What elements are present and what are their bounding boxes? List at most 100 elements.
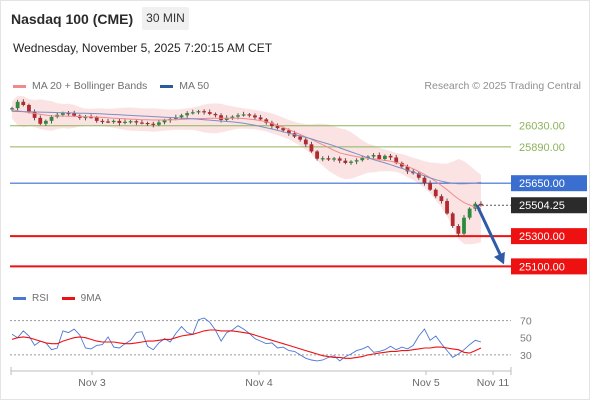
target-badge-25300-00 — [511, 228, 587, 245]
candle-body — [428, 183, 432, 190]
candle-body — [332, 158, 336, 160]
candle-body — [422, 177, 427, 184]
candle-body — [49, 116, 54, 121]
legend-swatch-ma20 — [13, 84, 26, 88]
candle-body — [157, 122, 161, 125]
ma50-line — [11, 110, 482, 185]
candle-body — [377, 155, 382, 159]
candle-body — [275, 126, 280, 129]
level-label-25100-00: 25100.00 — [519, 261, 565, 273]
candle-body — [383, 155, 387, 159]
level-label-25504-25: 25504.25 — [519, 200, 565, 212]
legend-item-ma20: MA 20 + Bollinger Bands — [13, 80, 147, 92]
candle-body — [303, 139, 308, 145]
candle-body — [162, 120, 167, 123]
candle-body — [462, 217, 466, 234]
bollinger-band — [12, 96, 481, 245]
level-label-26030-00: 26030.00 — [519, 121, 565, 133]
rsi-legend-label: RSI — [32, 293, 49, 304]
candle-body — [128, 121, 133, 123]
candle-body — [264, 119, 269, 123]
candle-body — [456, 226, 461, 234]
main-legend: MA 20 + Bollinger Bands MA 50 — [13, 80, 222, 92]
research-credit: Research © 2025 Trading Central — [424, 80, 581, 92]
candlesticks — [10, 99, 483, 237]
candle-body — [151, 123, 156, 125]
rsi-tick-50: 50 — [520, 333, 532, 345]
candle-body — [145, 122, 150, 125]
legend-swatch-ma50 — [160, 84, 174, 88]
candle-body — [349, 161, 353, 163]
candle-body — [10, 108, 14, 110]
legend-label-ma20: MA 20 + Bollinger Bands — [32, 80, 148, 92]
candle-body — [337, 158, 342, 161]
candle-body — [236, 115, 240, 117]
candle-body — [479, 203, 483, 206]
candle-body — [286, 130, 291, 134]
candle-body — [281, 128, 286, 131]
instrument-title: Nasdaq 100 (CME) — [11, 11, 134, 27]
candle-body — [219, 115, 223, 120]
candle-body — [134, 121, 139, 123]
level-label-25300-00: 25300.00 — [519, 231, 565, 243]
chart-datetime: Wednesday, November 5, 2025 7:20:15 AM C… — [13, 41, 273, 55]
rsi-legend-item-9ma: 9MA — [61, 293, 102, 304]
candle-body — [100, 120, 105, 123]
candle-body — [15, 101, 20, 109]
rsi-legend-item-rsi: RSI — [13, 293, 49, 304]
candle-body — [298, 136, 303, 140]
candle-body — [224, 117, 229, 120]
candle-body — [343, 160, 348, 163]
candle-body — [27, 104, 31, 112]
candle-body — [467, 208, 472, 218]
candle-body — [399, 162, 404, 167]
projection-arrow-shaft — [475, 204, 504, 260]
rsi-legend: RSI 9MA — [13, 293, 114, 304]
rsi-legend-swatch — [13, 297, 26, 300]
candle-body — [202, 111, 206, 113]
current-price-badge — [511, 197, 587, 214]
projection-arrow-head — [494, 251, 505, 265]
target-badge-25100-00 — [511, 258, 587, 275]
candle-body — [21, 101, 26, 105]
candle-body — [106, 121, 110, 123]
candle-body — [179, 115, 184, 118]
candle-body — [207, 112, 212, 114]
candle-body — [473, 203, 478, 209]
candle-body — [123, 121, 127, 123]
candle-body — [326, 158, 331, 160]
candle-body — [247, 114, 252, 116]
candle-body — [94, 117, 99, 121]
candle-body — [32, 111, 37, 118]
candle-body — [213, 113, 218, 116]
candle-body — [371, 155, 376, 157]
candle-body — [309, 144, 314, 152]
rsi-ma9-line — [11, 329, 482, 359]
candle-body — [140, 122, 144, 124]
candle-body — [450, 213, 455, 226]
candle-body — [258, 117, 263, 120]
candle-body — [190, 112, 195, 114]
candle-body — [315, 151, 319, 159]
legend-label-ma50: MA 50 — [179, 80, 210, 92]
rsi-line — [11, 317, 482, 362]
candle-body — [394, 157, 399, 163]
ma9-legend-swatch — [61, 297, 75, 300]
candle-body — [60, 113, 65, 115]
ma20-line — [11, 109, 482, 210]
ma9-legend-label: 9MA — [80, 293, 102, 304]
candle-body — [38, 117, 43, 124]
candle-body — [83, 116, 88, 119]
pivot-badge — [511, 175, 587, 192]
level-label-25650-00: 25650.00 — [519, 178, 565, 190]
timeframe-badge[interactable]: 30 MIN — [142, 7, 189, 30]
candle-body — [388, 155, 393, 158]
x-tick-label-nov-5: Nov 5 — [412, 377, 440, 389]
rsi-tick-30: 30 — [520, 350, 532, 362]
candle-body — [89, 116, 93, 119]
x-tick-label-nov-11: Nov 11 — [477, 377, 510, 389]
level-label-25890-00: 25890.00 — [519, 142, 565, 154]
candle-body — [433, 189, 438, 197]
candle-body — [405, 166, 410, 172]
